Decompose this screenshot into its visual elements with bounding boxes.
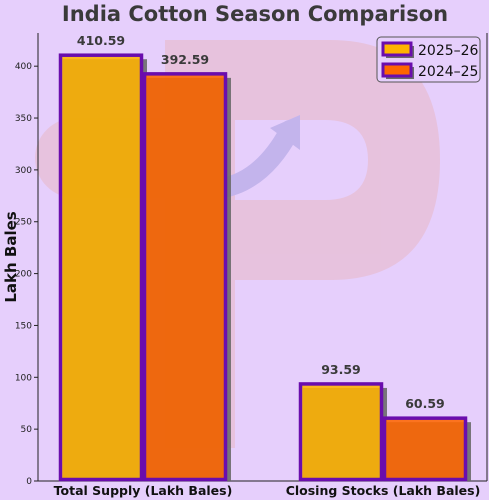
- legend-swatch-2025-26: [381, 41, 413, 57]
- y-tick-label: 200: [15, 270, 32, 280]
- legend-label-2025-26: 2025–26: [418, 43, 479, 59]
- legend-swatch-2024-25: [381, 62, 413, 78]
- y-axis-title: Lakh Bales: [2, 211, 20, 302]
- y-axis-ticks: 0 50 100 150 200 250 300 350 400: [15, 62, 38, 487]
- value-labels: 410.59 392.59 93.59 60.59: [77, 33, 445, 411]
- bar: [298, 382, 384, 482]
- y-tick-label: 0: [26, 477, 32, 487]
- y-tick-label: 400: [15, 62, 32, 72]
- bar-value-label: 60.59: [405, 396, 445, 411]
- y-tick-label: 350: [15, 114, 32, 124]
- legend: 2025–26 2024–25: [376, 36, 481, 83]
- y-tick-label: 150: [15, 321, 32, 331]
- legend-label-2024-25: 2024–25: [418, 64, 478, 80]
- y-tick-label: 250: [15, 218, 32, 228]
- x-tick-label: Closing Stocks (Lakh Bales): [286, 483, 481, 498]
- bars: [58, 53, 468, 482]
- bar-value-label: 410.59: [77, 33, 125, 48]
- x-axis-labels: Total Supply (Lakh Bales) Closing Stocks …: [54, 483, 481, 498]
- y-tick-label: 300: [15, 166, 32, 176]
- bar-value-label: 93.59: [321, 362, 361, 377]
- bar: [142, 72, 228, 482]
- bar-value-label: 392.59: [161, 52, 209, 67]
- chart-title: India Cotton Season Comparison: [62, 2, 448, 26]
- x-tick-label: Total Supply (Lakh Bales): [54, 483, 233, 498]
- y-tick-label: 50: [21, 425, 33, 435]
- y-tick-label: 100: [15, 373, 32, 383]
- bar: [382, 416, 468, 482]
- bar: [58, 53, 144, 482]
